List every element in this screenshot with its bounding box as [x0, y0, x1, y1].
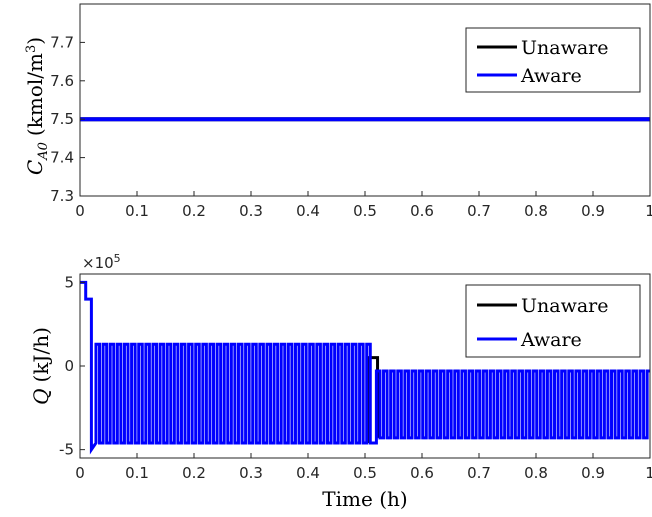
top-tick-group: 0 0.1 0.2 0.3 0.4 0.5 0.6 0.7 0.8 0.9 1 7.3 7.4 7.5 7.… — [50, 33, 652, 220]
top-axes: 0 0.1 0.2 0.3 0.4 0.5 0.6 0.7 0.8 0.9 1 7.3 7.4 7.5 7.… — [23, 3, 652, 220]
bottom-legend: Unaware Aware — [465, 284, 641, 358]
bottom-y-axis-label: Q(kJ/h) — [29, 327, 53, 405]
bottom-x-tick-label: 0.6 — [410, 464, 434, 482]
bottom-x-tick-label: 0.1 — [125, 464, 149, 482]
top-y-axis-label: CA0(kmol/m3) — [23, 37, 51, 175]
top-y-tick-label: 7.6 — [50, 72, 74, 90]
bottom-legend-unaware-label: Unaware — [521, 295, 609, 317]
top-x-tick-label: 0.8 — [524, 202, 548, 220]
bottom-series-aware-line — [80, 280, 650, 455]
bottom-tick-group: 0 0.1 0.2 0.3 0.4 0.5 0.6 0.7 0.8 0.9 1-505 — [59, 273, 652, 482]
top-x-tick-label: 0.9 — [581, 202, 605, 220]
bottom-x-tick-label: 0 — [75, 464, 85, 482]
top-x-tick-label: 1 — [645, 202, 652, 220]
bottom-axes: 0 0.1 0.2 0.3 0.4 0.5 0.6 0.7 0.8 0.9 1-505 ×105 Q… — [29, 252, 652, 511]
top-y-tick-label: 7.3 — [50, 187, 74, 205]
top-y-tick-label: 7.4 — [50, 149, 74, 167]
top-legend-unaware-label: Unaware — [521, 37, 609, 59]
top-x-tick-label: 0.7 — [467, 202, 491, 220]
bottom-x-tick-label: 0.5 — [353, 464, 377, 482]
top-x-tick-label: 0.3 — [239, 202, 263, 220]
bottom-x-tick-label: 0.3 — [239, 464, 263, 482]
top-x-tick-label: 0.4 — [296, 202, 320, 220]
bottom-series-group — [80, 280, 650, 455]
y-multiplier: ×105 — [82, 252, 121, 272]
bottom-x-tick-label: 0.7 — [467, 464, 491, 482]
top-x-tick-label: 0.1 — [125, 202, 149, 220]
x-axis-label: Time (h) — [322, 487, 407, 511]
bottom-x-tick-label: 0.8 — [524, 464, 548, 482]
top-legend-aware-label: Aware — [520, 65, 582, 87]
bottom-x-tick-label: 0.9 — [581, 464, 605, 482]
bottom-x-tick-label: 0.2 — [182, 464, 206, 482]
top-x-tick-label: 0.2 — [182, 202, 206, 220]
bottom-legend-aware-label: Aware — [520, 329, 582, 351]
bottom-x-tick-label: 1 — [645, 464, 652, 482]
top-x-tick-label: 0.6 — [410, 202, 434, 220]
bottom-y-tick-label: -5 — [59, 441, 74, 459]
top-x-tick-label: 0.5 — [353, 202, 377, 220]
top-legend: Unaware Aware — [465, 27, 641, 93]
bottom-x-tick-label: 0.4 — [296, 464, 320, 482]
top-x-tick-label: 0 — [75, 202, 85, 220]
top-y-tick-label: 7.7 — [50, 33, 74, 51]
bottom-y-tick-label: 5 — [64, 273, 74, 291]
bottom-y-tick-label: 0 — [64, 357, 74, 375]
top-y-tick-label: 7.5 — [50, 110, 74, 128]
